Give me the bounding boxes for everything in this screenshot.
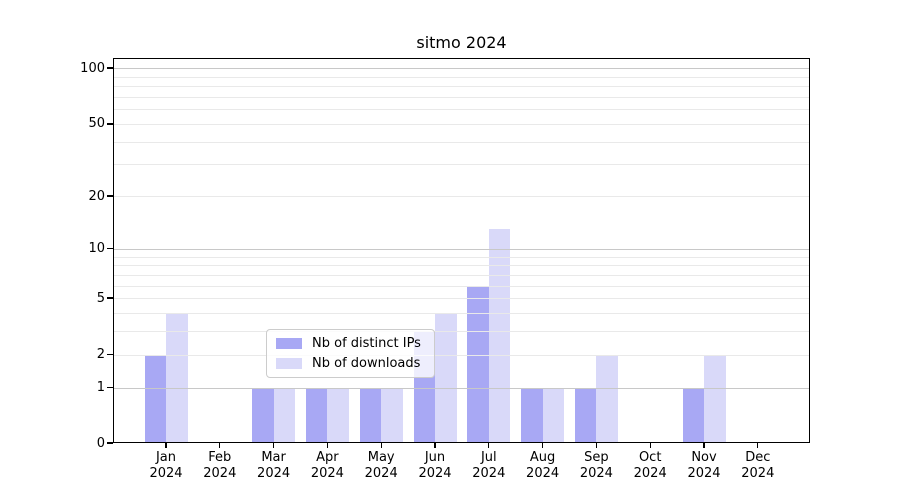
x-tick-label-jan: Jan 2024	[149, 450, 183, 481]
bar-may-distinct-ips	[359, 387, 382, 443]
x-tick-label-apr: Apr 2024	[310, 450, 344, 481]
bar-jan-distinct-ips	[144, 354, 166, 443]
gridline-y-90	[113, 76, 810, 78]
gridline-y-40	[113, 141, 810, 143]
x-tick-mark-jan	[165, 443, 167, 448]
y-tick-mark-20	[107, 195, 113, 197]
bar-jan-downloads	[166, 312, 188, 443]
x-tick-mark-nov	[703, 443, 705, 448]
x-tick-mark-jul	[488, 443, 490, 448]
bar-mar-downloads	[273, 387, 296, 443]
y-tick-mark-5	[107, 297, 113, 299]
x-tick-label-mar: Mar 2024	[257, 450, 291, 481]
x-tick-label-feb: Feb 2024	[203, 450, 237, 481]
x-tick-label-may: May 2024	[364, 450, 398, 481]
gridline-y-6	[113, 285, 810, 287]
gridline-y-60	[113, 109, 810, 111]
y-tick-label-0: 0	[96, 435, 105, 451]
x-tick-label-aug: Aug 2024	[526, 450, 560, 481]
gridline-y-2	[113, 354, 810, 356]
bar-may-downloads	[381, 387, 403, 443]
gridline-y-10	[113, 248, 810, 250]
bar-apr-distinct-ips	[305, 387, 328, 443]
gridline-y-4	[113, 312, 810, 314]
y-tick-mark-10	[107, 248, 113, 250]
bar-mar-distinct-ips	[252, 387, 274, 443]
x-tick-mark-aug	[541, 443, 544, 448]
y-tick-mark-0	[107, 442, 113, 444]
legend-label-downloads: Nb of downloads	[312, 356, 421, 371]
x-tick-mark-sep	[595, 443, 598, 448]
y-tick-label-50: 50	[88, 116, 105, 132]
x-tick-mark-feb	[219, 443, 221, 448]
gridline-y-7	[113, 274, 810, 276]
gridline-y-100	[113, 68, 810, 70]
x-tick-label-dec: Dec 2024	[741, 450, 775, 481]
bar-apr-downloads	[327, 387, 349, 443]
legend-item-downloads: Nb of downloads	[276, 354, 425, 374]
gridline-y-9	[113, 256, 810, 258]
bar-jul-downloads	[488, 229, 511, 443]
bar-sep-distinct-ips	[574, 387, 597, 443]
legend: Nb of distinct IPs Nb of downloads	[266, 329, 435, 378]
x-tick-label-nov: Nov 2024	[687, 450, 721, 481]
x-tick-mark-apr	[326, 443, 329, 448]
plot-area	[113, 58, 810, 443]
bar-jul-distinct-ips	[467, 285, 489, 443]
y-tick-mark-100	[107, 67, 113, 69]
y-tick-label-1: 1	[96, 380, 105, 396]
legend-swatch-distinct-ips	[276, 338, 302, 349]
y-tick-mark-2	[107, 353, 113, 356]
gridline-y-70	[113, 96, 810, 98]
x-tick-mark-may	[380, 443, 382, 448]
legend-swatch-downloads	[276, 358, 302, 369]
chart-title: sitmo 2024	[416, 33, 507, 52]
bar-nov-downloads	[704, 354, 726, 443]
y-tick-mark-50	[107, 123, 113, 125]
x-tick-mark-dec	[757, 443, 759, 448]
y-tick-label-5: 5	[96, 290, 105, 306]
gridline-y-8	[113, 265, 810, 267]
gridline-y-30	[113, 164, 810, 166]
y-tick-label-20: 20	[88, 188, 105, 204]
gridline-y-5	[113, 298, 810, 300]
x-tick-mark-mar	[272, 443, 275, 448]
x-tick-label-jul: Jul 2024	[472, 450, 506, 481]
y-tick-label-100: 100	[80, 60, 105, 76]
x-tick-mark-jun	[434, 443, 436, 448]
legend-label-distinct-ips: Nb of distinct IPs	[312, 336, 421, 351]
bar-jun-downloads	[435, 312, 457, 443]
gridline-y-50	[113, 123, 810, 125]
gridline-y-1	[113, 387, 810, 389]
bar-aug-distinct-ips	[521, 387, 543, 443]
x-tick-label-oct: Oct 2024	[633, 450, 667, 481]
gridline-y-20	[113, 196, 810, 198]
y-tick-label-10: 10	[88, 241, 105, 257]
x-tick-label-sep: Sep 2024	[579, 450, 613, 481]
x-tick-label-jun: Jun 2024	[418, 450, 452, 481]
gridline-y-80	[113, 86, 810, 88]
bar-aug-downloads	[542, 387, 565, 443]
y-tick-mark-1	[107, 386, 113, 389]
bar-nov-distinct-ips	[682, 387, 704, 443]
bar-sep-downloads	[596, 354, 618, 443]
legend-item-distinct-ips: Nb of distinct IPs	[276, 334, 425, 354]
gridline-y-3	[113, 331, 810, 333]
x-tick-mark-oct	[649, 443, 651, 448]
y-tick-label-2: 2	[96, 347, 105, 363]
